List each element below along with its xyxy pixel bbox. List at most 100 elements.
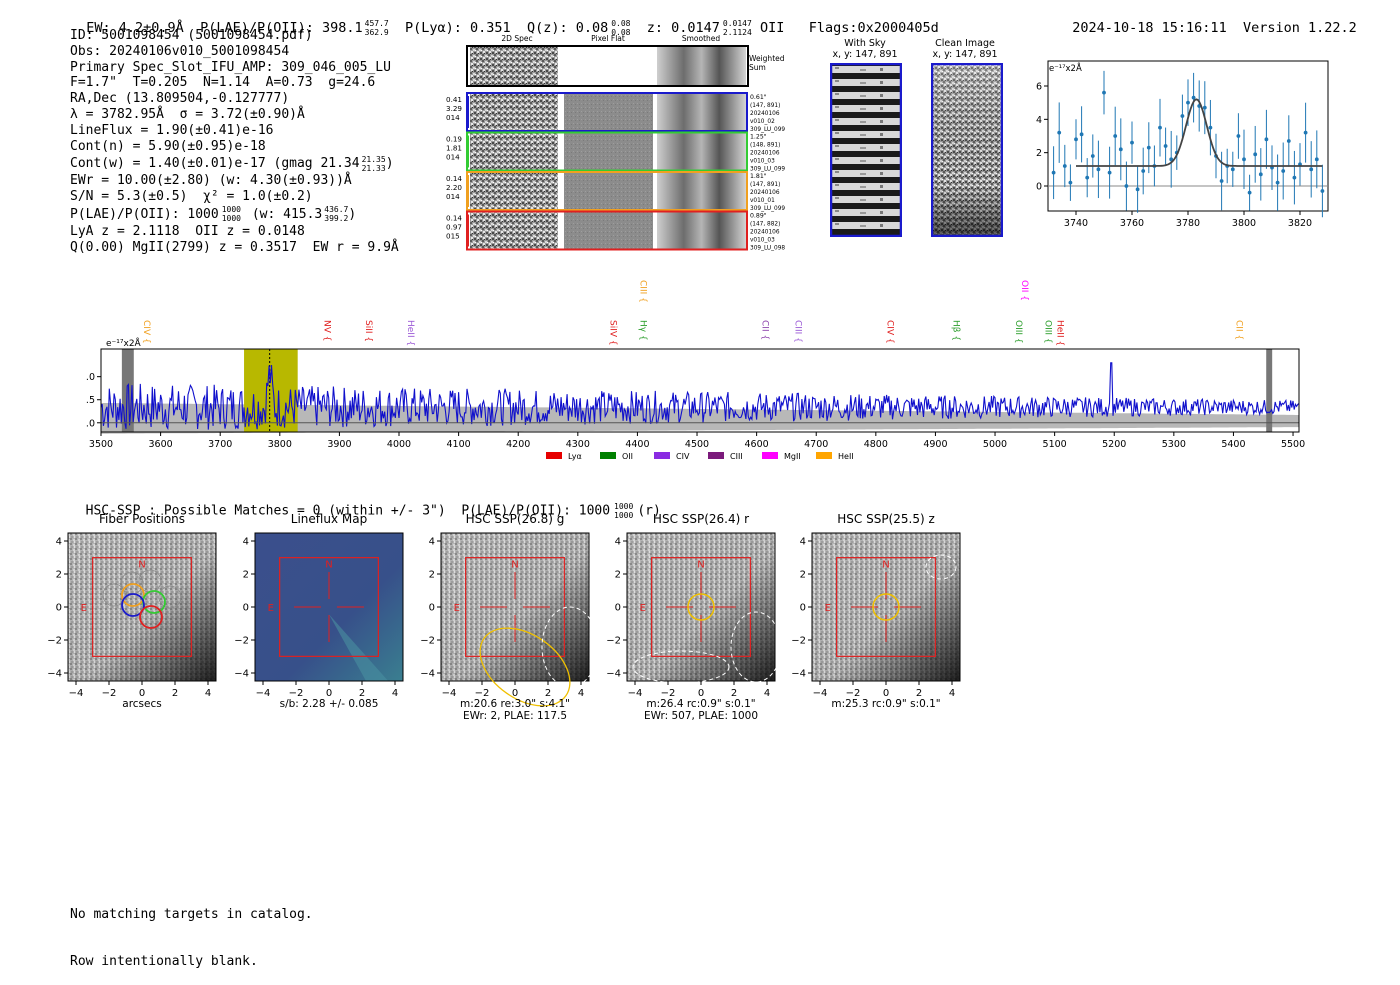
cutout-panel: 2D Spec Pixel Flat Smoothed Weighted Sum … bbox=[446, 34, 785, 252]
hsc-image-shading bbox=[627, 533, 775, 681]
zoom-xtick-label: 3800 bbox=[1232, 218, 1256, 229]
neighbor-ellipse bbox=[730, 611, 782, 683]
cutout-left-label: 0.19 bbox=[446, 135, 462, 144]
cutout-row-marker bbox=[466, 135, 469, 168]
hsc-panel-title: Fiber Positions bbox=[99, 512, 185, 526]
cutout-right-label: 20240106 bbox=[750, 111, 780, 117]
header-plae: P(LAE)/P(OII): 398.1 bbox=[200, 20, 363, 36]
cutout-2d bbox=[470, 212, 558, 249]
zoom-point bbox=[1309, 167, 1314, 172]
hsc-aperture-box bbox=[651, 557, 751, 657]
hsc-caption-1: m:20.6 re:3.0" s:4.1" bbox=[460, 698, 570, 710]
cutout-right-label: 20240106 bbox=[750, 151, 780, 157]
spectrum-xtick-label: 5200 bbox=[1102, 439, 1126, 450]
weighted-sum-label: Weighted Sum bbox=[749, 54, 785, 72]
info-contw-row: Cont(w) = 1.40(±0.01)e-17 (gmag 21.34 21.… bbox=[70, 154, 394, 173]
hsc-ytick-label: −4 bbox=[420, 669, 435, 680]
hsc-xtick-label: 2 bbox=[172, 688, 178, 699]
header-q-lo: 0.08 bbox=[611, 28, 631, 37]
hsc-xtick-label: −4 bbox=[628, 688, 643, 699]
lineflux-feature bbox=[329, 614, 389, 681]
info-block: ID: 5001098454 (5001098454.pdf) Obs: 202… bbox=[70, 28, 399, 256]
cutout-flat bbox=[564, 212, 653, 249]
spectrum-xtick-label: 4800 bbox=[864, 439, 888, 450]
legend-label: Lyα bbox=[568, 452, 582, 461]
zoom-point bbox=[1135, 187, 1140, 192]
hsc-xtick-label: −2 bbox=[102, 688, 117, 699]
hsc-xtick-label: 2 bbox=[359, 688, 365, 699]
info-contw-hi: 21.35 bbox=[361, 154, 386, 164]
line-label-text: HeII { bbox=[1055, 320, 1065, 346]
hsc-caption-2: EWr: 507, PLAE: 1000 bbox=[644, 710, 758, 722]
hsc-xtick-label: −2 bbox=[475, 688, 490, 699]
spectrum-line-label: Hγ { bbox=[637, 320, 647, 341]
legend-label: OII bbox=[622, 452, 633, 461]
spectrum-highlight-window bbox=[244, 349, 298, 432]
hsc-image-shading bbox=[812, 533, 960, 681]
hsc-aperture-box bbox=[279, 557, 379, 657]
clean-frame bbox=[931, 63, 1003, 237]
cutout-2d bbox=[470, 94, 558, 130]
with-sky-title: With Sky bbox=[844, 38, 886, 49]
with-sky-image bbox=[830, 63, 902, 237]
line-label-text: CII { bbox=[760, 320, 770, 340]
legend-swatch bbox=[546, 452, 562, 459]
hsc-summary-tail: (r) bbox=[637, 503, 661, 519]
neighbor-ellipse bbox=[541, 606, 599, 688]
info-lambda: λ = 3782.95Å σ = 3.72(±0.90)Å bbox=[70, 106, 305, 122]
zoom-point bbox=[1258, 172, 1263, 177]
cutout-right-label: 0.61" bbox=[750, 94, 767, 101]
cutout-right-label: v010_01 bbox=[750, 198, 775, 204]
zoom-point bbox=[1146, 145, 1151, 150]
cutout-right-label: (147, 891) bbox=[750, 182, 780, 188]
spectrum-xtick-label: 4100 bbox=[447, 439, 471, 450]
spectrum-xtick-label: 5100 bbox=[1043, 439, 1067, 450]
fiber-circle bbox=[158, 585, 182, 609]
hsc-ytick-label: −2 bbox=[47, 636, 62, 647]
north-label: N bbox=[882, 560, 889, 571]
zoom-point bbox=[1141, 169, 1146, 173]
info-lya: LyA z = 2.1118 OII z = 0.0148 bbox=[70, 223, 305, 239]
header-q: Q(z): 0.08 bbox=[526, 20, 609, 36]
line-label-text: Hβ { bbox=[950, 320, 960, 341]
hsc-caption-1: arcsecs bbox=[122, 698, 161, 710]
spectrum-xtick-label: 4600 bbox=[745, 439, 769, 450]
weighted-label-2: Sum bbox=[749, 63, 766, 72]
zoom-point bbox=[1202, 105, 1207, 110]
cutout-right-label: 309_LU_099 bbox=[750, 127, 785, 133]
hsc-panel: Fiber Positions N E −4 4 −2 2 0 0 2 −2 4 −4 arcsecs bbox=[47, 512, 217, 710]
spectrum-xtick-label: 4500 bbox=[685, 439, 709, 450]
cutout-smooth bbox=[657, 133, 746, 170]
hsc-xtick-label: −2 bbox=[289, 688, 304, 699]
zoom-unit-label: e⁻¹⁷x2Å bbox=[1049, 62, 1082, 74]
hsc-xtick-label: −2 bbox=[661, 688, 676, 699]
cutout-left-label: 0.97 bbox=[446, 223, 462, 232]
cutout-right-label: 1.25" bbox=[750, 134, 767, 141]
cutout-right-label: 309_LU_099 bbox=[750, 167, 785, 173]
cutout-right-label: 309_LU_098 bbox=[750, 246, 785, 252]
cutout-smooth bbox=[657, 94, 746, 130]
info-sn: S/N = 5.3(±0.5) χ² = 1.0(±0.2) bbox=[70, 189, 313, 205]
cutout-flat bbox=[564, 173, 653, 209]
zoom-point bbox=[1242, 157, 1246, 162]
spectrum-line-label: CIV { bbox=[885, 320, 895, 344]
hsc-summary-lo: 1000 bbox=[614, 511, 634, 520]
weighted-sum-smooth bbox=[657, 47, 746, 85]
zoom-point bbox=[1079, 132, 1084, 137]
hsc-panel: Lineflux Map N E −4 4 −2 2 0 0 2 −2 4 −4 s/b: 2.28 +/… bbox=[234, 512, 404, 710]
sky-titles: With Sky x, y: 147, 891 bbox=[818, 38, 912, 60]
hsc-ytick-label: 2 bbox=[615, 570, 621, 581]
spectrum-line-label: OII { bbox=[1019, 280, 1029, 301]
col-flat-label: Pixel Flat bbox=[591, 34, 625, 43]
spectrum-xtick-label: 4900 bbox=[923, 439, 947, 450]
hsc-ytick-label: −2 bbox=[606, 636, 621, 647]
north-label: N bbox=[325, 560, 332, 571]
header-z: z: 0.0147 bbox=[646, 20, 720, 36]
cutout-smooth bbox=[657, 212, 746, 249]
north-label: N bbox=[697, 560, 704, 571]
header-plae-hi: 457.7 bbox=[364, 19, 389, 28]
zoom-point bbox=[1208, 125, 1213, 130]
hsc-xtick-label: 0 bbox=[326, 688, 332, 699]
zoom-point bbox=[1130, 140, 1134, 145]
zoom-ytick-label: 0 bbox=[1036, 182, 1042, 193]
